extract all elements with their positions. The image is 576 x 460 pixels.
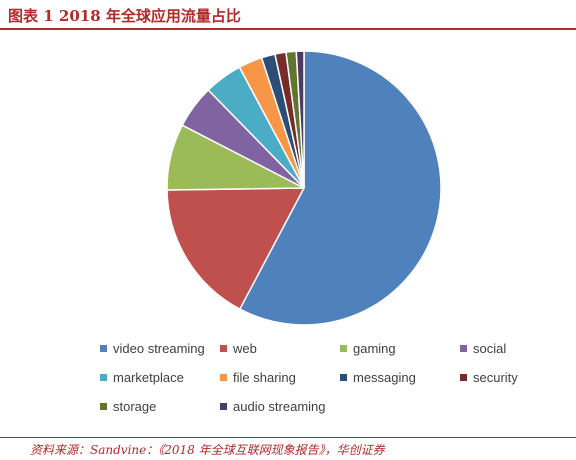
title-bar: 图表 1 2018 年全球应用流量占比 — [0, 0, 576, 30]
legend-swatch — [340, 374, 347, 381]
pie-slice-web — [166, 187, 306, 311]
legend-swatch — [220, 403, 227, 410]
legend-swatch — [100, 374, 107, 381]
legend-swatch — [220, 345, 227, 352]
legend-item-security: security — [460, 363, 560, 392]
chart-legend: video streaming web gaming social marketplac… — [100, 334, 560, 421]
legend-item-video-streaming: video streaming — [100, 334, 220, 363]
pie-chart — [166, 50, 442, 326]
footer-divider — [0, 437, 576, 438]
legend-item-storage: storage — [100, 392, 220, 421]
legend-label: web — [233, 341, 257, 356]
legend-item-file-sharing: file sharing — [220, 363, 340, 392]
source-note: 资料来源：Sandvine：《2018 年全球互联网现象报告》，华创证券 — [30, 443, 385, 457]
pie-slice-video-streaming — [238, 50, 442, 326]
legend-label: file sharing — [233, 370, 296, 385]
legend-swatch — [340, 345, 347, 352]
legend-swatch — [100, 345, 107, 352]
pie-slice-audio-streaming — [295, 50, 305, 189]
legend-swatch — [220, 374, 227, 381]
legend-swatch — [460, 374, 467, 381]
legend-item-audio-streaming: audio streaming — [220, 392, 340, 421]
legend-label: messaging — [353, 370, 416, 385]
legend-item-web: web — [220, 334, 340, 363]
legend-item-social: social — [460, 334, 560, 363]
legend-label: audio streaming — [233, 399, 326, 414]
legend-item-messaging: messaging — [340, 363, 460, 392]
legend-label: marketplace — [113, 370, 184, 385]
legend-label: storage — [113, 399, 157, 414]
legend-label: gaming — [353, 341, 396, 356]
legend-swatch — [460, 345, 467, 352]
legend-label: video streaming — [113, 341, 205, 356]
chart-title: 图表 1 2018 年全球应用流量占比 — [8, 7, 241, 25]
legend-label: social — [473, 341, 507, 356]
legend-label: security — [473, 370, 518, 385]
legend-item-gaming: gaming — [340, 334, 460, 363]
legend-swatch — [100, 403, 107, 410]
legend-item-marketplace: marketplace — [100, 363, 220, 392]
